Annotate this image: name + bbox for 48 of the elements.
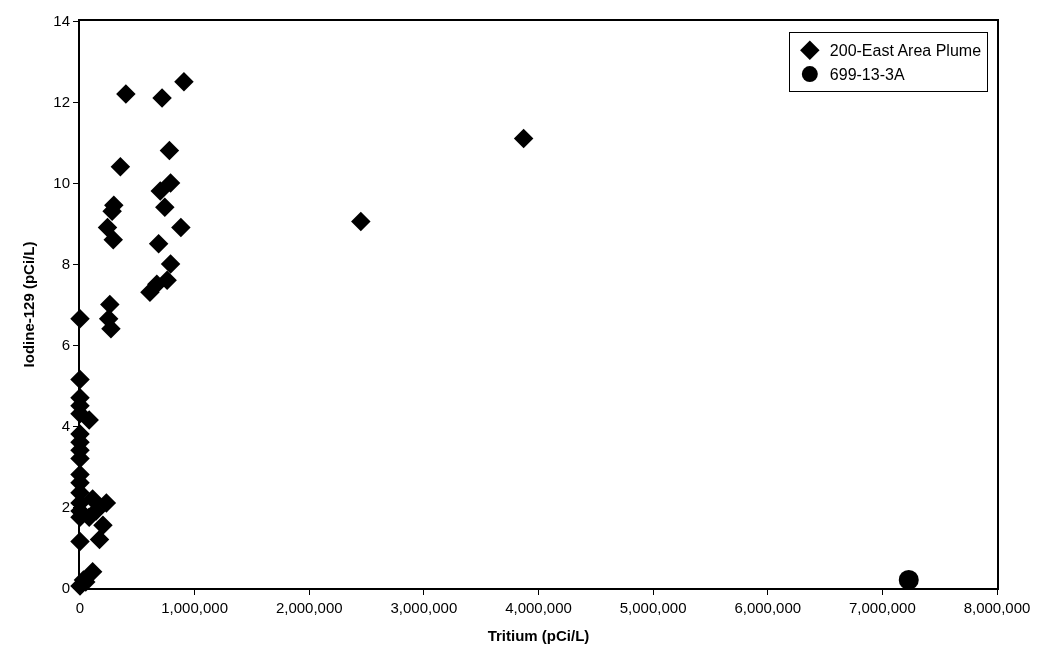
point (70, 369, 90, 390)
y-tick-label: 8 (61, 255, 70, 273)
x-tick-label: 0 (75, 599, 85, 616)
point (101, 319, 121, 339)
point (79, 410, 99, 430)
point (140, 282, 160, 303)
x-tick-label: 5,000,000 (619, 599, 687, 616)
x-tick-label: 3,000,000 (390, 599, 458, 616)
y-tick-label: 14 (53, 12, 70, 30)
x-tick-label: 6,000,000 (734, 599, 802, 616)
point (155, 197, 175, 218)
x-tick-label: 1,000,000 (161, 599, 228, 616)
point (171, 217, 191, 238)
legend-label: 200-East Area Plume (829, 42, 982, 60)
point (97, 217, 118, 238)
y-axis-title: Iodine-129 (pCi/L) (20, 241, 38, 368)
point (70, 531, 90, 552)
x-tick-label: 2,000,000 (275, 599, 343, 616)
x-tick-label: 8,000,000 (963, 599, 1031, 616)
x-tick-label: 7,000,000 (849, 599, 916, 616)
point (96, 493, 117, 513)
point (110, 157, 131, 177)
legend-label: 699-13-3A (829, 66, 905, 84)
point (82, 489, 103, 509)
point (116, 84, 136, 104)
point (100, 294, 120, 315)
point (150, 181, 170, 201)
point (159, 140, 180, 161)
point (160, 173, 181, 193)
point (174, 72, 194, 92)
y-tick-label: 2 (61, 498, 70, 516)
point (160, 254, 181, 274)
point (351, 211, 371, 232)
point (70, 308, 90, 329)
x-axis-title: Tritium (pCi/L) (487, 626, 590, 644)
point (513, 128, 534, 149)
point (103, 229, 123, 250)
y-tick-label: 4 (61, 417, 70, 435)
y-tick-label: 12 (53, 93, 70, 111)
point (93, 515, 113, 535)
point (898, 569, 919, 590)
point (89, 529, 110, 550)
point (152, 88, 172, 108)
x-tick-label: 4,000,000 (505, 599, 572, 616)
y-tick-label: 6 (61, 336, 70, 354)
y-tick-label: 10 (53, 174, 70, 192)
y-tick-label: 0 (61, 579, 70, 597)
point (148, 234, 169, 254)
